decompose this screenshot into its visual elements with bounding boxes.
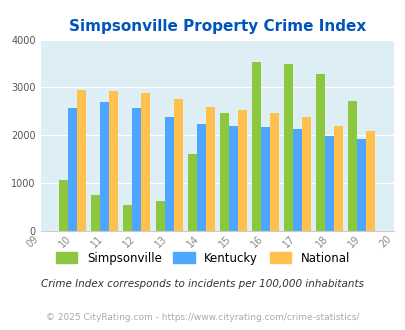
Bar <box>301 116 310 231</box>
Bar <box>205 107 214 231</box>
Bar <box>260 127 269 231</box>
Bar <box>333 126 342 231</box>
Bar <box>187 154 196 231</box>
Bar <box>123 205 132 231</box>
Text: © 2025 CityRating.com - https://www.cityrating.com/crime-statistics/: © 2025 CityRating.com - https://www.city… <box>46 313 359 322</box>
Bar <box>251 62 260 231</box>
Bar <box>68 108 77 231</box>
Text: Crime Index corresponds to incidents per 100,000 inhabitants: Crime Index corresponds to incidents per… <box>41 279 364 289</box>
Bar <box>356 139 365 231</box>
Bar <box>59 180 68 231</box>
Bar <box>109 91 118 231</box>
Bar <box>132 108 141 231</box>
Bar <box>173 99 182 231</box>
Bar <box>164 116 173 231</box>
Bar <box>269 113 278 231</box>
Bar <box>155 201 164 231</box>
Bar <box>91 195 100 231</box>
Bar <box>365 130 374 231</box>
Bar <box>77 90 86 231</box>
Title: Simpsonville Property Crime Index: Simpsonville Property Crime Index <box>68 19 365 34</box>
Bar <box>292 129 301 231</box>
Bar <box>237 110 246 231</box>
Bar <box>196 124 205 231</box>
Bar <box>219 113 228 231</box>
Bar <box>228 126 237 231</box>
Bar <box>284 63 292 231</box>
Bar <box>315 74 324 231</box>
Legend: Simpsonville, Kentucky, National: Simpsonville, Kentucky, National <box>51 247 354 269</box>
Bar <box>141 93 150 231</box>
Bar <box>324 137 333 231</box>
Bar <box>100 102 109 231</box>
Bar <box>347 101 356 231</box>
